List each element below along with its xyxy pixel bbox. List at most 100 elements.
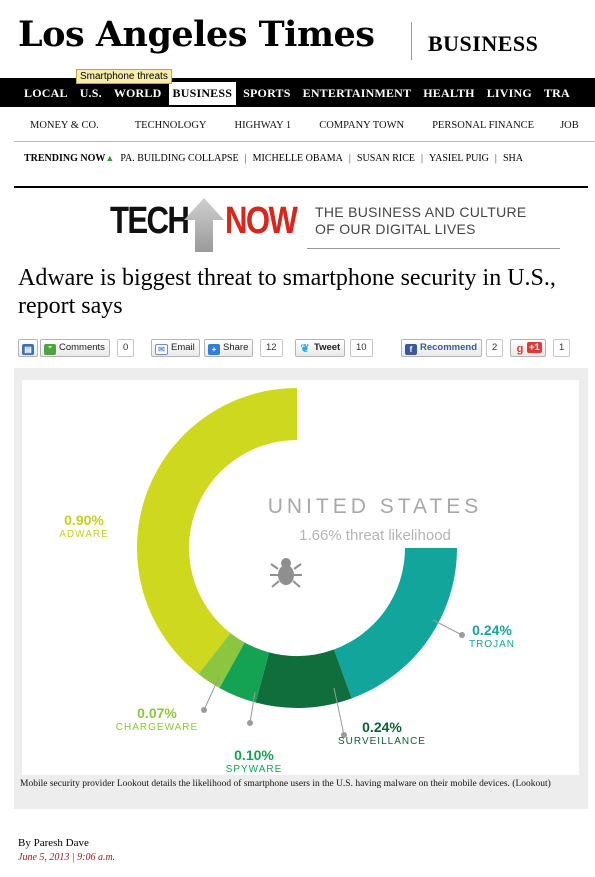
slice-surveillance (255, 649, 352, 708)
tech-now-banner[interactable]: TECH NOW THE BUSINESS AND CULTURE OF OUR… (110, 196, 560, 254)
chart-panel: UNITED STATES 1.66% threat likelihood 0.… (22, 380, 579, 775)
email-button[interactable]: ✉ Email (151, 339, 200, 357)
comment-icon: ” (44, 344, 56, 355)
slice-value-label: 0.90% (64, 512, 104, 528)
share-button[interactable]: + Share (204, 339, 254, 357)
leader-line (249, 691, 256, 724)
leader-dot (341, 732, 347, 738)
email-icon: ✉ (155, 344, 168, 355)
leader-dot (459, 632, 465, 638)
trending-item[interactable]: YASIEL PUIG (429, 153, 489, 164)
banner-rule (307, 248, 560, 249)
comments-label: Comments (59, 342, 105, 353)
slice-value-label: 0.24% (362, 719, 402, 735)
slice-chargeware (198, 633, 245, 688)
recommend-count: 2 (486, 339, 504, 357)
tweet-count: 10 (350, 339, 373, 357)
bug-icon (270, 558, 302, 588)
byline[interactable]: By Paresh Dave (18, 837, 89, 849)
slice-name-label: SPYWARE (226, 764, 283, 775)
leader-line (333, 687, 345, 736)
slice-value-label: 0.10% (234, 747, 274, 763)
leader-line (203, 676, 220, 711)
banner-now-text: NOW (225, 200, 298, 242)
nav-item-us[interactable]: U.S. (79, 86, 102, 100)
separator: | (244, 153, 247, 164)
slice-name-label: CHARGEWARE (116, 722, 198, 733)
banner-tagline-line: THE BUSINESS AND CULTURE (315, 204, 527, 220)
subnav-item-company-town[interactable]: COMPANY TOWN (319, 120, 405, 131)
comments-button[interactable]: ” Comments (40, 339, 110, 357)
subnav-item-money[interactable]: MONEY & CO. (30, 120, 99, 131)
trending-item[interactable]: SUSAN RICE (356, 153, 415, 164)
trending-item[interactable]: MICHELLE OBAMA (252, 153, 343, 164)
leader-dot (201, 707, 207, 713)
comments-count: 0 (117, 339, 135, 357)
recommend-button[interactable]: f Recommend (401, 339, 483, 357)
slice-name-label: SURVEILLANCE (338, 736, 426, 747)
chart-figure: UNITED STATES 1.66% threat likelihood 0.… (14, 368, 588, 809)
google-plus-one-button[interactable]: g +1 (510, 339, 546, 357)
sub-nav: MONEY & CO. TECHNOLOGY HIGHWAY 1 COMPANY TO… (0, 115, 595, 137)
up-arrow-icon (184, 198, 224, 252)
subnav-item-personal-finance[interactable]: PERSONAL FINANCE (432, 120, 535, 131)
slice-value-label: 0.24% (472, 622, 512, 638)
nav-item-living[interactable]: LIVING (486, 86, 532, 100)
nav-item-sports[interactable]: SPORTS (243, 86, 291, 100)
facebook-icon: f (405, 344, 417, 355)
dateline: June 5, 2013 | 9:06 a.m. (18, 852, 116, 863)
recommend-label: Recommend (420, 342, 478, 353)
subnav-item-highway[interactable]: HIGHWAY 1 (234, 120, 292, 131)
share-label: Share (223, 342, 249, 353)
nav-item-world[interactable]: WORLD (113, 86, 162, 100)
tooltip: Smartphone threats (76, 69, 172, 84)
slice-name-label: TROJAN (469, 639, 515, 650)
separator: | (348, 153, 351, 164)
share-count: 12 (260, 339, 283, 357)
section-title[interactable]: BUSINESS (428, 31, 539, 56)
twitter-bird-icon: ❦ (300, 343, 310, 355)
tweet-button[interactable]: ❦ Tweet (295, 339, 346, 357)
nav-item-entertainment[interactable]: ENTERTAINMENT (302, 86, 412, 100)
slice-name-label: ADWARE (59, 529, 109, 540)
banner-tagline-line: OF OUR DIGITAL LIVES (315, 221, 476, 237)
slice-adware (137, 388, 297, 675)
email-label: Email (171, 342, 195, 353)
trending-item[interactable]: PA. BUILDING COLLAPSE (120, 153, 239, 164)
nav-item-local[interactable]: LOCAL (24, 86, 68, 100)
plus-one-count: 1 (553, 339, 571, 357)
leader-dot (247, 720, 253, 726)
trending-label: TRENDING NOW (24, 153, 106, 164)
leader-line (432, 619, 463, 636)
slice-value-label: 0.07% (137, 705, 177, 721)
tweet-label: Tweet (314, 342, 341, 353)
slice-spyware (219, 642, 270, 703)
trending-item[interactable]: SHA (502, 153, 523, 164)
trending-up-icon: ▲ (105, 153, 115, 163)
plus-one-label: +1 (527, 342, 542, 353)
print-button[interactable]: ▤ (18, 339, 38, 357)
chart-caption: Mobile security provider Lookout details… (20, 779, 551, 789)
subnav-item-jobs[interactable]: JOB (560, 120, 579, 131)
site-logo[interactable]: Los Angeles Times (18, 14, 375, 55)
banner-tech-text: TECH (110, 200, 190, 242)
subnav-divider (14, 141, 595, 142)
trending-bar: TRENDING NOW▲ PA. BUILDING COLLAPSE | MICHE… (24, 150, 595, 167)
subnav-item-technology[interactable]: TECHNOLOGY (134, 120, 207, 131)
slice-trojan (333, 548, 457, 699)
google-plus-icon: g (516, 343, 524, 355)
nav-item-health[interactable]: HEALTH (423, 86, 475, 100)
nav-item-travel[interactable]: TRA (543, 86, 570, 100)
nav-item-business[interactable]: BUSINESS (167, 81, 238, 106)
share-bar: ▤ ” Comments 0 ✉ Email + Share 12 ❦ Tweet 10… (18, 339, 588, 357)
share-plus-icon: + (208, 344, 220, 355)
chart-subtitle: 1.66% threat likelihood (299, 527, 451, 544)
banner-tagline: THE BUSINESS AND CULTURE OF OUR DIGITAL … (315, 204, 527, 238)
main-nav: LOCAL U.S. WORLD BUSINESS SPORTS ENTERTAINMEN… (0, 78, 595, 107)
chart-title: UNITED STATES (268, 495, 483, 518)
article-headline: Adware is biggest threat to smartphone s… (18, 265, 556, 319)
separator: | (420, 153, 423, 164)
separator: | (494, 153, 497, 164)
header-rule (14, 186, 588, 188)
masthead-divider (411, 22, 412, 60)
